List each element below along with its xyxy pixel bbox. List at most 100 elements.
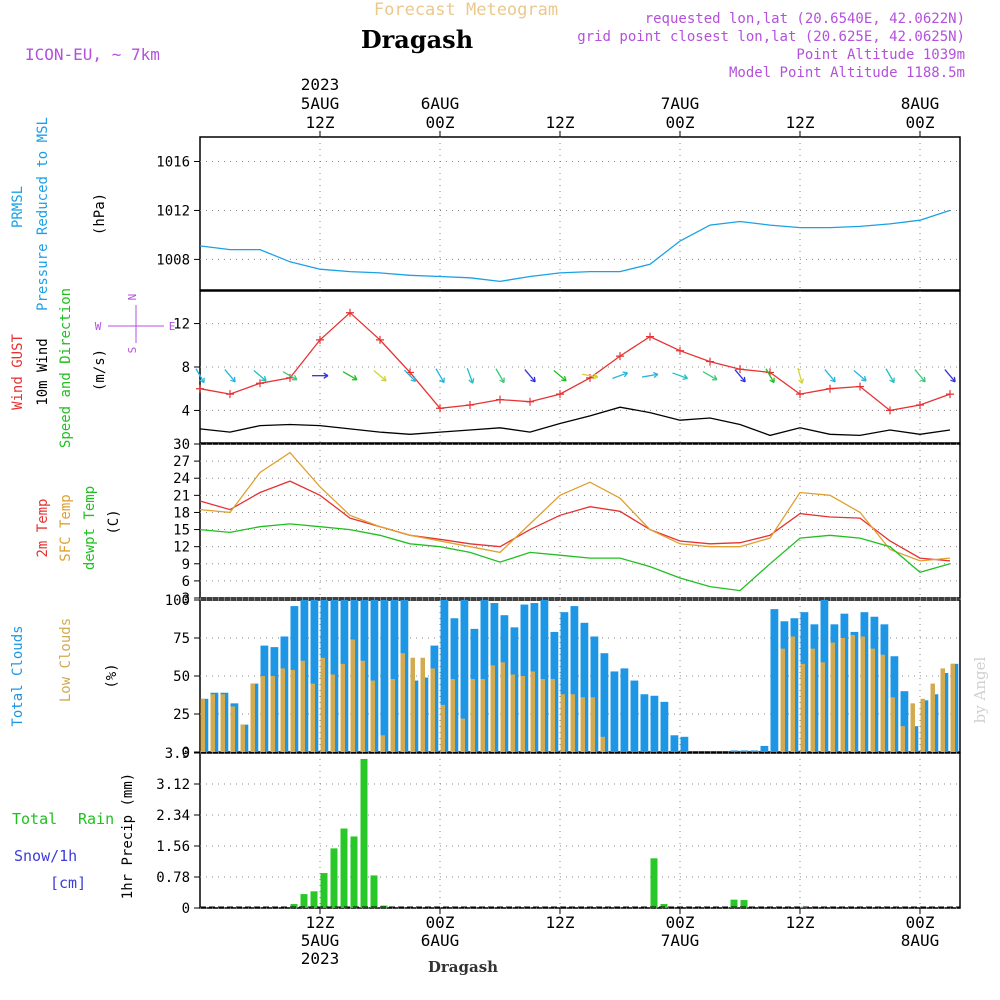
low-cloud-bar [340, 663, 345, 752]
low-cloud-bar [840, 638, 845, 752]
precip-bar [730, 899, 738, 908]
total-cloud-bar [740, 750, 749, 752]
total-cloud-bar [900, 691, 909, 752]
wind-arrow [466, 367, 474, 384]
wind-arrow-head [261, 375, 267, 382]
low-cloud-bar [550, 679, 555, 752]
wind-arrow [495, 368, 505, 383]
total-cloud-bar [670, 735, 679, 752]
top-tick-label: 12Z [546, 113, 575, 132]
wind-arrow-head [439, 377, 445, 384]
low-cloud-bar [350, 639, 355, 752]
precip-ytick-label: 1.56 [156, 839, 190, 855]
wind-arrow-head [381, 375, 387, 382]
gust-marker [886, 406, 894, 415]
low-cloud-bar [290, 669, 295, 752]
wind-ytick-label: 12 [173, 317, 190, 333]
wind-arrow [253, 370, 267, 382]
footer-location: Dragash [428, 958, 498, 976]
low-cloud-bar [250, 683, 255, 752]
gust-marker [796, 390, 804, 399]
precip-ytick-label: 2.34 [156, 808, 190, 824]
bottom-tick-label: 00Z [666, 913, 695, 932]
precip-bar [740, 900, 748, 908]
low-cloud-bar [950, 663, 955, 752]
total-cloud-bar [600, 653, 609, 752]
low-cloud-bar [780, 648, 785, 752]
wind-arrow [224, 369, 236, 383]
pressure-ytick-label: 1016 [156, 154, 190, 170]
top-tick-label: 8AUG [901, 94, 940, 113]
low-cloud-bar [230, 706, 235, 752]
pressure-frame [199, 136, 961, 291]
compass-east: E [169, 320, 176, 333]
low-cloud-bar [220, 694, 225, 752]
precip-bar [340, 828, 348, 908]
wind-labels: Wind GUST 10m Wind Speed and Direction (… [10, 288, 175, 448]
wind-arrow-head [711, 374, 718, 381]
bottom-tick-label: 8AUG [901, 931, 940, 950]
snow-label: Snow/1h [14, 847, 77, 865]
gust-marker [496, 395, 504, 404]
total-cloud-bar [560, 612, 569, 752]
top-tick-label: 00Z [906, 113, 935, 132]
wind-arrow [373, 370, 387, 382]
temp-ytick-label: 6 [182, 574, 190, 590]
wind-arrow [672, 372, 688, 380]
requested-coords: requested lon,lat (20.6540E, 42.0622N) [645, 11, 965, 27]
low-cloud-bar [480, 679, 485, 752]
low-cloud-bar [460, 718, 465, 752]
low-cloud-bar [930, 683, 935, 752]
gust-marker [196, 384, 204, 393]
temp-ytick-label: 18 [173, 505, 190, 521]
low-cloud-bar [890, 697, 895, 752]
total-cloud-bar [730, 750, 739, 752]
gust-marker [346, 308, 354, 317]
low-cloud-bar [500, 662, 505, 752]
low-cloud-bar [320, 657, 325, 752]
location-title: Dragash [361, 25, 473, 54]
temp-ytick-label: 3 [182, 591, 190, 607]
precip-bar [650, 858, 658, 908]
dewpt-temp-line [199, 523, 951, 592]
low-cloud-bar [270, 676, 275, 752]
wind-arrow-head [652, 371, 659, 379]
low-cloud-bar [820, 662, 825, 752]
precip-labels: Total Rain Snow/1h [cm] 1hr Precip (mm) [12, 773, 136, 899]
total-cloud-bar [310, 600, 319, 752]
low-cloud-bar [200, 698, 205, 752]
model-label: ICON-EU, ~ 7km [25, 45, 160, 64]
dewpt-label: dewpt Temp [82, 486, 98, 570]
low-cloud-bar [240, 724, 245, 752]
cloud-labels: Total Clouds Low Clouds (%) [10, 618, 120, 727]
precip-ytick-label: 0.78 [156, 870, 190, 886]
top-tick-label: 5AUG [301, 94, 340, 113]
low-cloud-bar [920, 698, 925, 752]
bottom-tick-label: 00Z [906, 913, 935, 932]
gust-label: Wind GUST [10, 334, 26, 410]
wind-arrow-head [468, 378, 475, 384]
wind-arrow [765, 368, 775, 383]
wind-arrow-head [740, 376, 746, 383]
low-cloud-bar [450, 679, 455, 752]
temp-ytick-label: 30 [173, 437, 190, 453]
total-cloud-bar [440, 600, 449, 752]
total-cloud-bar [460, 600, 469, 752]
total-clouds-label: Total Clouds [10, 625, 26, 726]
temp-ytick-label: 15 [173, 523, 190, 539]
total-cloud-bar [480, 600, 489, 752]
wind-arrow-head [950, 376, 956, 383]
compass-south: S [126, 347, 139, 354]
grid-point-coords: grid point closest lon,lat (20.625E, 42.… [577, 29, 965, 45]
compass-north: N [126, 294, 139, 301]
low-cloud-bar [420, 657, 425, 752]
wind-arrow-head [889, 377, 895, 384]
bottom-tick-label: 00Z [426, 913, 455, 932]
low-cloud-bar [910, 703, 915, 752]
gust-marker [256, 379, 264, 388]
low-cloud-bar [600, 736, 605, 752]
total-cloud-bar [660, 701, 669, 752]
